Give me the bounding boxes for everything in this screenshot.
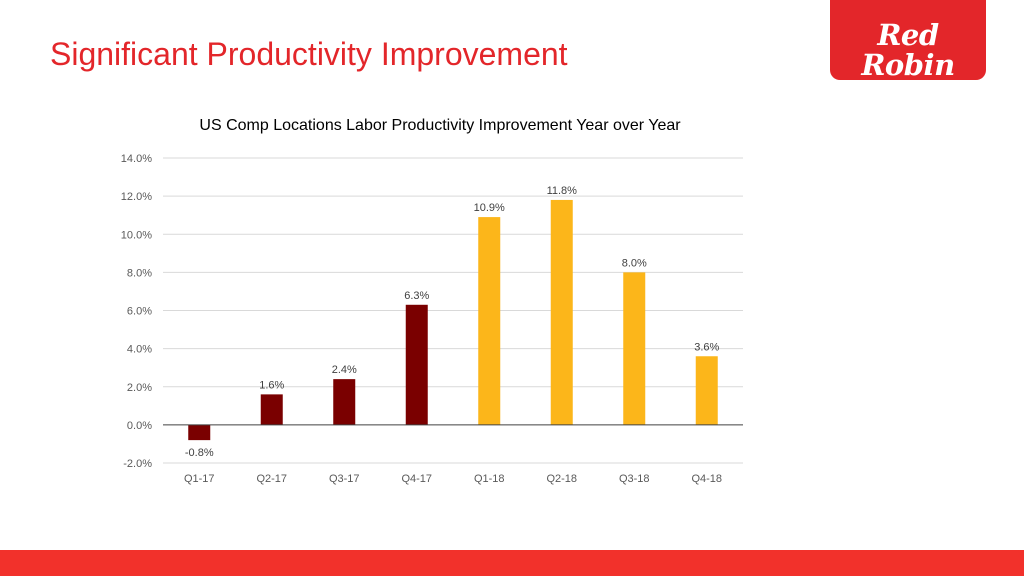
bar-q1-17 [188,424,211,441]
data-label: 8.0% [622,257,647,269]
x-tick-label: Q4-18 [691,473,722,485]
data-label: 10.9% [474,202,505,214]
chart-gridlines [163,157,743,464]
data-label: 11.8% [547,185,578,197]
red-robin-logo: Red Robin GOURMET BURGERS AND BREWS [830,0,986,95]
bar-q1-18 [478,217,501,425]
slide-title: Significant Productivity Improvement [50,36,568,72]
y-tick-label: 12.0% [121,191,152,203]
y-tick-label: 8.0% [127,267,152,279]
footer-accent-bar [0,550,1024,576]
y-tick-label: 0.0% [127,420,152,432]
bar-q2-18 [550,199,573,425]
logo-name: Red Robin [861,18,955,82]
bar-q4-18 [695,356,718,425]
y-tick-label: 10.0% [121,229,152,241]
bar-q4-17 [405,304,428,425]
x-tick-label: Q2-18 [546,473,577,485]
x-tick-label: Q4-17 [401,473,432,485]
logo-tagline: GOURMET BURGERS AND BREWS [833,86,983,95]
bar-q3-18 [623,272,646,425]
x-tick-label: Q2-17 [256,473,287,485]
y-tick-label: 6.0% [127,306,152,318]
x-tick-label: Q1-17 [184,473,215,485]
chart-data-labels: -0.8% 1.6% 2.4% 6.3% 10.9% 11.8% 8.0% 3.6% [185,185,720,459]
x-tick-label: Q3-18 [619,473,650,485]
data-label: 6.3% [404,290,429,302]
data-label: -0.8% [185,447,214,459]
y-tick-label: 4.0% [127,344,152,356]
y-tick-label: 14.0% [121,153,152,165]
y-tick-label: -2.0% [123,458,152,470]
data-label: 3.6% [694,341,719,353]
chart-bars [188,199,718,441]
bar-q2-17 [260,394,283,425]
bar-q3-17 [333,379,356,425]
y-tick-label: 2.0% [127,382,152,394]
x-tick-label: Q3-17 [329,473,360,485]
data-label: 2.4% [332,364,357,376]
x-tick-label: Q1-18 [474,473,505,485]
x-axis-ticks: Q1-17 Q2-17 Q3-17 Q4-17 Q1-18 Q2-18 Q3-18 Q4-18 [184,473,722,485]
chart-title: US Comp Locations Labor Productivity Imp… [199,117,681,134]
data-label: 1.6% [259,379,284,391]
y-axis-ticks: -2.0% 0.0% 2.0% 4.0% 6.0% 8.0% 10.0% 12.0% 14.0% [121,153,152,470]
